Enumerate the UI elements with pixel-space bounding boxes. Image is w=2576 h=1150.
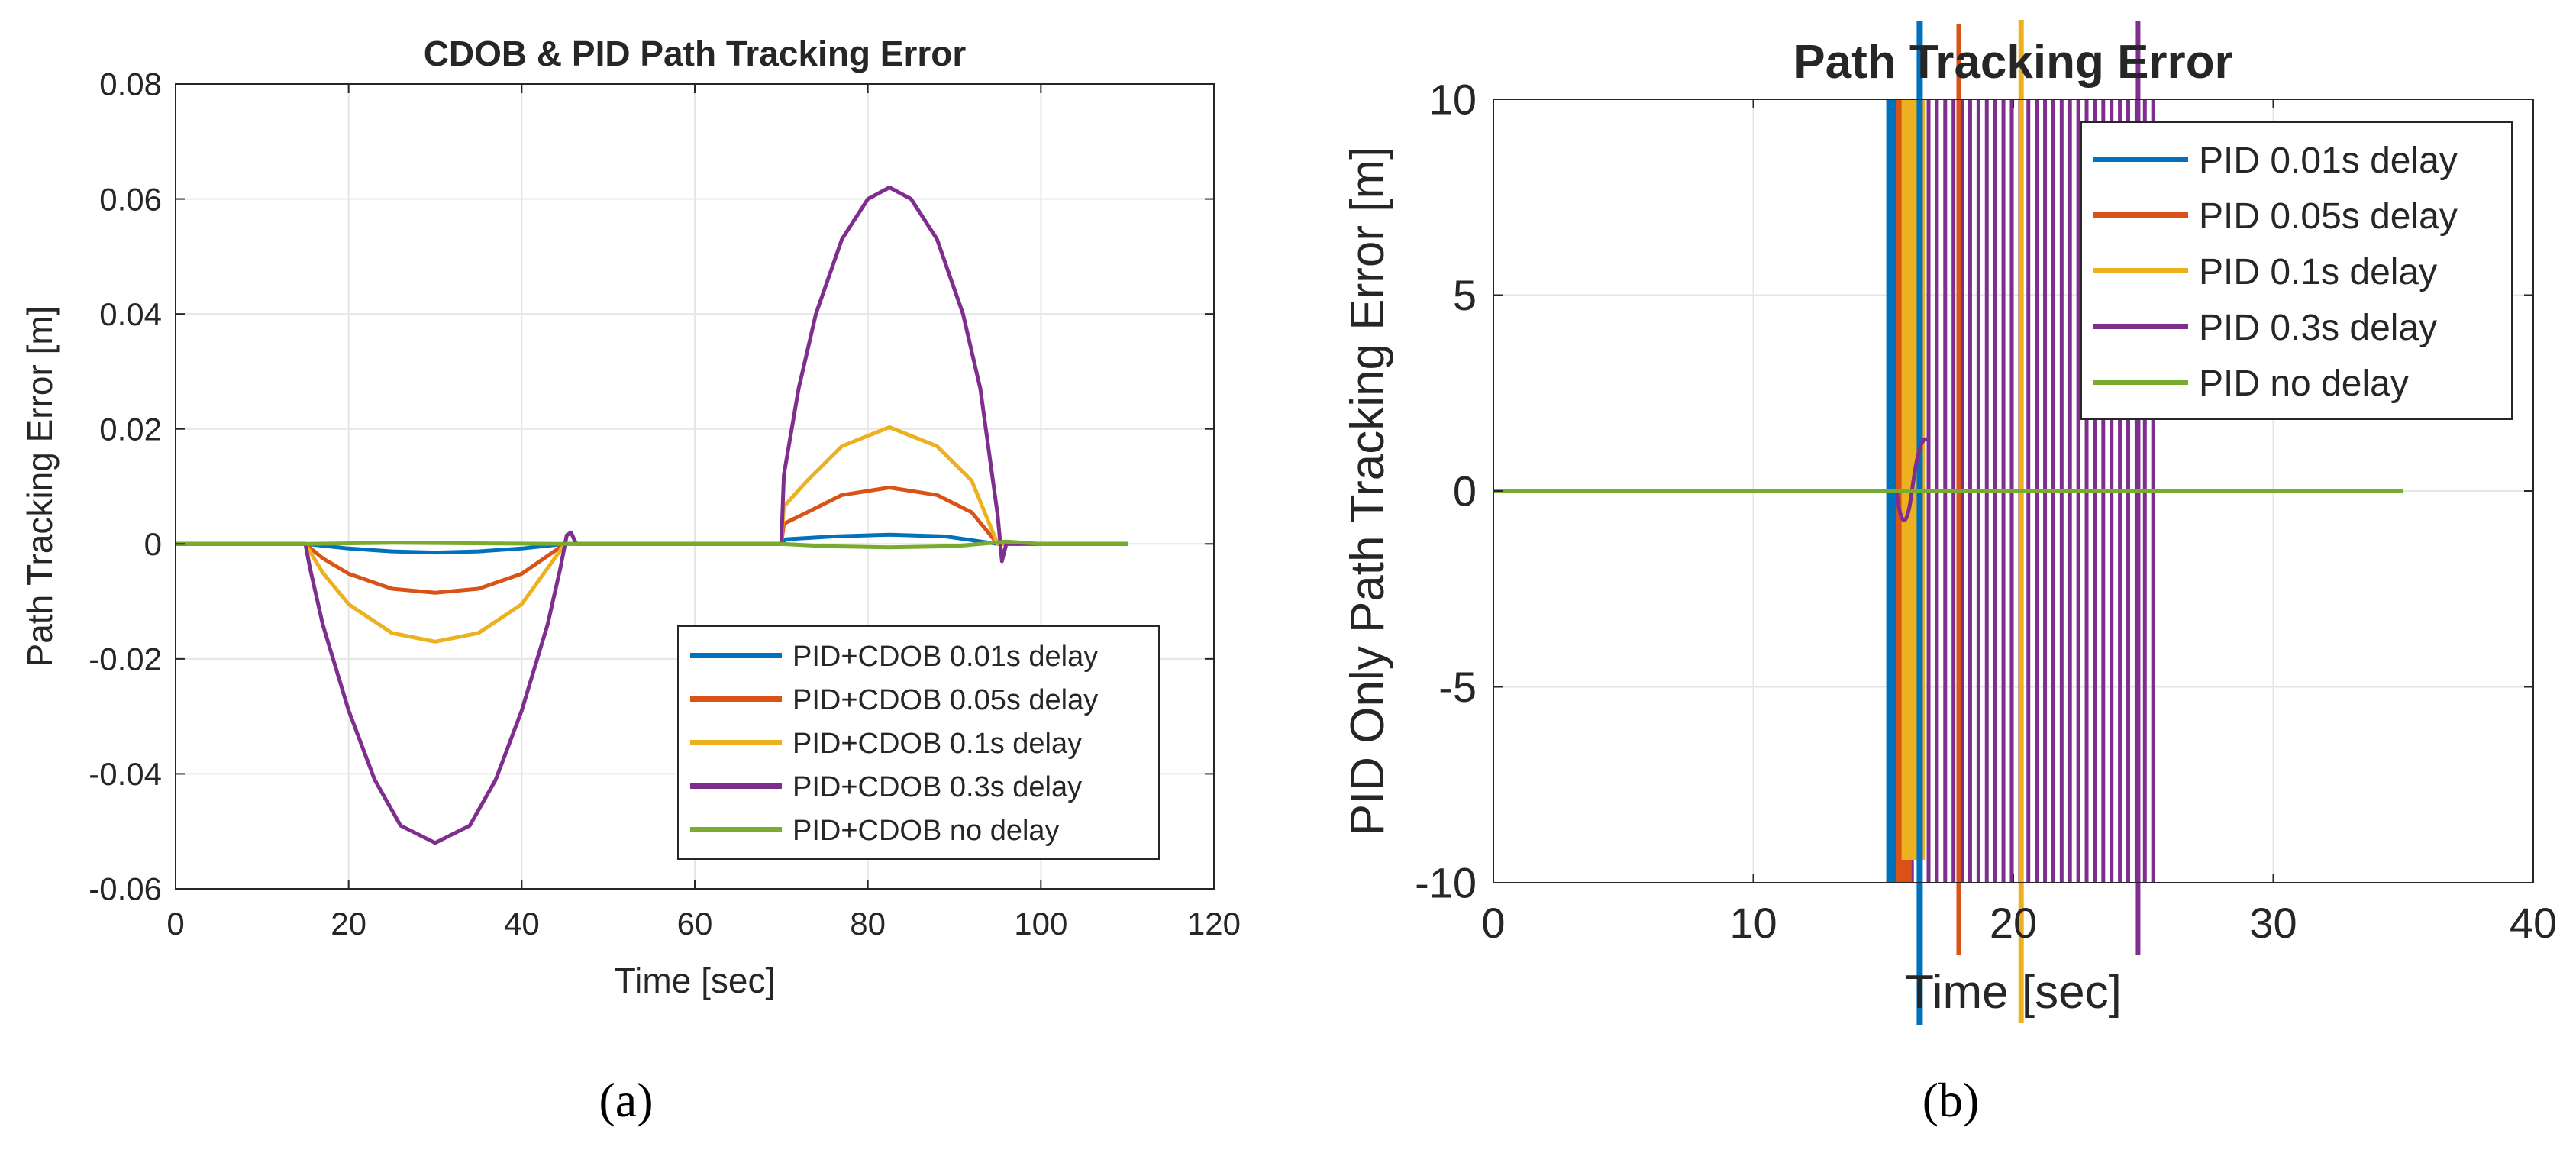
chart-title-a: CDOB & PID Path Tracking Error [424, 34, 967, 73]
x-tick-label: 40 [504, 906, 540, 942]
panel-a: 0 20 40 60 80 100 120 -0.06 -0.04 -0.02 0 0.02 0.04 0… [20, 34, 1241, 1127]
y-tick-label: -0.06 [89, 871, 162, 907]
y-tick-label: 0 [144, 526, 162, 562]
chart-title-b: Path Tracking Error [1793, 36, 2232, 89]
legend-entry-pid-cdob-no-delay: PID+CDOB no delay [792, 815, 1060, 847]
ticks-a: 0 20 40 60 80 100 120 -0.06 -0.04 -0.02 0 0.02 0.04 0… [89, 66, 1241, 942]
legend-entry-pid-cdob-0-3s-delay: PID+CDOB 0.3s delay [792, 771, 1082, 803]
y-tick-label: 5 [1453, 271, 1477, 319]
y-tick-label: 0.06 [99, 181, 162, 217]
y-tick-label: -0.04 [89, 756, 162, 792]
x-tick-label: 0 [1481, 899, 1505, 947]
x-tick-label: 20 [331, 906, 366, 942]
legend-entry-pid-0-05s-delay: PID 0.05s delay [2199, 196, 2458, 237]
legend-b: PID 0.01s delay PID 0.05s delay PID 0.1s d… [2080, 121, 2513, 420]
x-tick-label: 0 [166, 906, 184, 942]
x-tick-label: 10 [1729, 899, 1777, 947]
y-tick-label: 10 [1429, 76, 1477, 124]
y-tick-label: 0.02 [99, 411, 162, 447]
panel-b: 0 10 20 30 40 -10 -5 0 5 10 Path Tracking Error T… [1341, 20, 2557, 1127]
x-tick-label: 100 [1014, 906, 1067, 942]
legend-a: PID+CDOB 0.01s delay PID+CDOB 0.05s delay… [677, 625, 1160, 860]
legend-entry-pid-0-3s-delay: PID 0.3s delay [2199, 308, 2437, 348]
legend-entry-pid-0-01s-delay: PID 0.01s delay [2199, 141, 2458, 181]
x-axis-label-b: Time [sec] [1905, 966, 2122, 1019]
y-tick-label: 0.04 [99, 296, 162, 332]
x-axis-label-a: Time [sec] [615, 961, 775, 1000]
x-tick-label: 20 [1990, 899, 2037, 947]
y-axis-label-a: Path Tracking Error [m] [20, 306, 60, 667]
legend-entry-pid-no-delay: PID no delay [2199, 363, 2409, 404]
y-tick-label: 0.08 [99, 66, 162, 102]
y-axis-label-b: PID Only Path Tracking Error [m] [1341, 147, 1394, 836]
y-tick-label: -10 [1415, 859, 1477, 907]
x-tick-label: 40 [2510, 899, 2557, 947]
x-tick-label: 120 [1187, 906, 1241, 942]
legend-entry-pid-0-1s-delay: PID 0.1s delay [2199, 252, 2437, 292]
ticks-b: 0 10 20 30 40 -10 -5 0 5 10 [1415, 76, 2557, 947]
series-line-pid-cdob-no-delay [176, 539, 1128, 550]
caption-a: (a) [599, 1073, 653, 1127]
y-tick-label: -0.02 [89, 641, 162, 677]
legend-entry-pid-cdob-0-01s-delay: PID+CDOB 0.01s delay [792, 641, 1098, 673]
legend-entry-pid-cdob-0-1s-delay: PID+CDOB 0.1s delay [792, 728, 1082, 760]
x-tick-label: 80 [850, 906, 886, 942]
series-group-a [176, 186, 1128, 845]
caption-b: (b) [1922, 1073, 1980, 1127]
y-tick-label: 0 [1453, 467, 1477, 515]
legend-entry-pid-cdob-0-05s-delay: PID+CDOB 0.05s delay [792, 684, 1098, 716]
x-tick-label: 60 [677, 906, 713, 942]
x-tick-label: 30 [2249, 899, 2297, 947]
y-tick-label: -5 [1438, 663, 1477, 711]
